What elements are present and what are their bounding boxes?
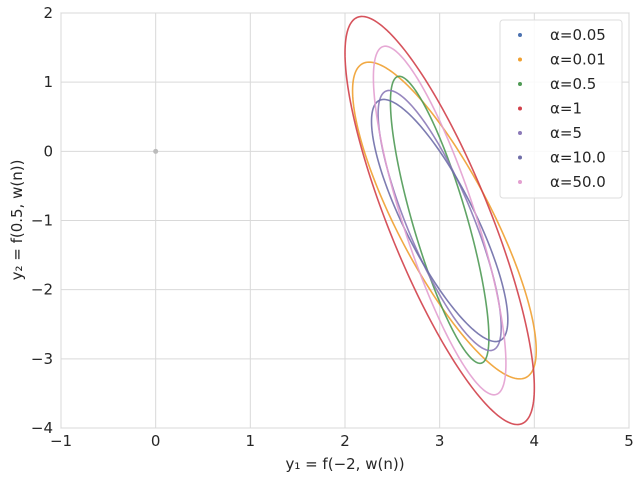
series-curve-1 [351,61,538,380]
y-axis-label: y₂ = f(0.5, w(n)) [8,160,26,281]
legend-label: α=50.0 [550,173,606,191]
grid [60,12,630,429]
legend-marker [518,155,522,160]
y-tick-label: −3 [31,350,53,368]
series-curve-3 [344,15,536,426]
legend-label: α=0.5 [550,75,596,93]
legend-label: α=0.01 [550,51,606,69]
y-tick-label: −2 [31,281,53,299]
x-tick-label: 2 [340,432,350,450]
y-tick-label: −4 [31,419,53,437]
legend-box [499,19,623,199]
y-tick-label: −1 [31,212,53,230]
legend-label: α=5 [550,124,582,142]
legend-marker [518,33,522,37]
legend-label: α=1 [550,100,582,118]
x-tick-label: 1 [246,432,256,450]
x-tick-label: 0 [151,432,161,450]
x-tick-label: 4 [530,432,540,450]
series-curve-4 [377,89,503,352]
series-curves [344,15,538,426]
legend-label: α=0.05 [550,26,606,44]
x-axis-label: y₁ = f(−2, w(n)) [285,455,404,473]
legend-marker [518,82,522,86]
x-tick-label: 5 [624,432,634,450]
legend-marker [518,106,522,111]
reference-point [153,148,159,154]
legend-label: α=10.0 [550,149,606,167]
legend-marker [518,57,522,62]
y-tick-label: 1 [43,73,53,91]
tick-labels: −1 0 1 2 3 4 5 −4 −3 −2 −1 0 1 2 [31,4,634,450]
legend: α=0.05 α=0.01 α=0.5 α=1 α=5 α=10.0 α=50.0 [499,19,623,199]
y-tick-label: 2 [43,4,53,22]
series-curve-2 [389,75,490,365]
y-tick-label: 0 [43,142,53,160]
legend-marker [518,180,522,184]
series-curve-6 [372,45,507,396]
x-tick-label: 3 [435,432,445,450]
legend-marker [518,131,522,135]
x-tick-label: −1 [50,432,72,450]
reference-point-layer [153,148,159,154]
